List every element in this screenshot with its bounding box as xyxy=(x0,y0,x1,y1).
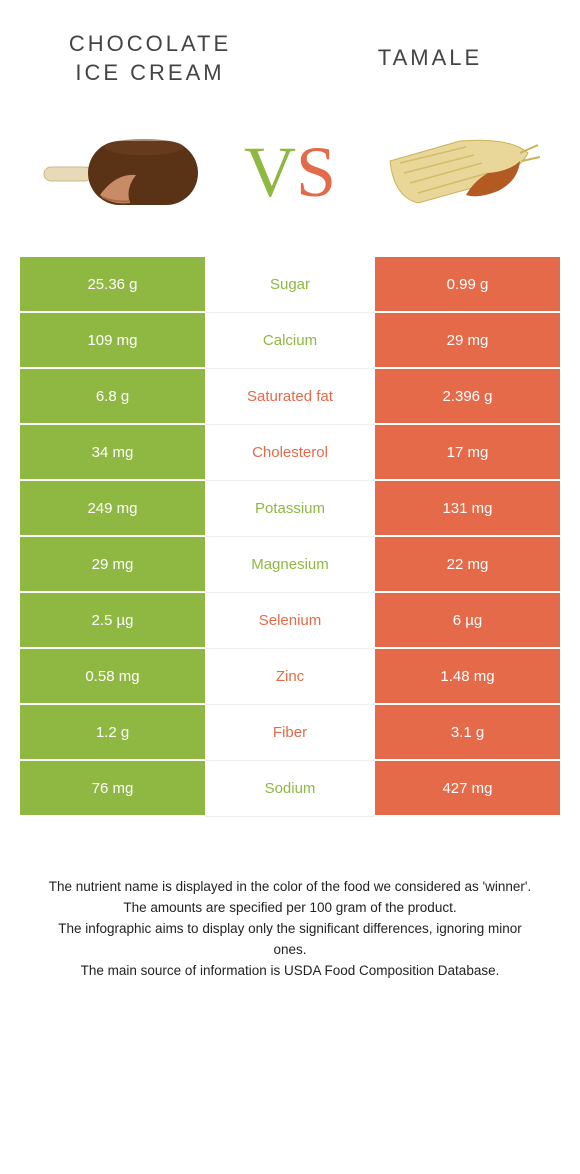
table-row: 109 mgCalcium29 mg xyxy=(20,313,560,369)
cell-right-value: 131 mg xyxy=(375,481,560,537)
footnote-line: The main source of information is USDA F… xyxy=(40,961,540,982)
cell-right-value: 0.99 g xyxy=(375,257,560,313)
cell-left-value: 109 mg xyxy=(20,313,205,369)
table-row: 249 mgPotassium131 mg xyxy=(20,481,560,537)
cell-left-value: 6.8 g xyxy=(20,369,205,425)
title-left: CHOCOLATE ICE CREAM xyxy=(50,30,250,87)
cell-nutrient-label: Potassium xyxy=(205,481,375,537)
cell-right-value: 22 mg xyxy=(375,537,560,593)
vs-label: VS xyxy=(244,136,336,208)
cell-nutrient-label: Calcium xyxy=(205,313,375,369)
cell-nutrient-label: Zinc xyxy=(205,649,375,705)
cell-right-value: 2.396 g xyxy=(375,369,560,425)
table-row: 76 mgSodium427 mg xyxy=(20,761,560,817)
page: CHOCOLATE ICE CREAM TAMALE VS 25.36 g S xyxy=(0,0,580,1012)
cell-left-value: 34 mg xyxy=(20,425,205,481)
cell-nutrient-label: Magnesium xyxy=(205,537,375,593)
table-row: 34 mgCholesterol17 mg xyxy=(20,425,560,481)
cell-left-value: 1.2 g xyxy=(20,705,205,761)
cell-left-value: 29 mg xyxy=(20,537,205,593)
cell-nutrient-label: Selenium xyxy=(205,593,375,649)
cell-right-value: 6 µg xyxy=(375,593,560,649)
title-right: TAMALE xyxy=(330,44,530,73)
cell-right-value: 29 mg xyxy=(375,313,560,369)
cell-nutrient-label: Sodium xyxy=(205,761,375,817)
table-row: 6.8 gSaturated fat2.396 g xyxy=(20,369,560,425)
table-row: 29 mgMagnesium22 mg xyxy=(20,537,560,593)
cell-nutrient-label: Fiber xyxy=(205,705,375,761)
cell-nutrient-label: Cholesterol xyxy=(205,425,375,481)
cell-right-value: 17 mg xyxy=(375,425,560,481)
nutrient-table: 25.36 gSugar0.99 g109 mgCalcium29 mg6.8 … xyxy=(20,257,560,817)
table-row: 2.5 µgSelenium6 µg xyxy=(20,593,560,649)
cell-nutrient-label: Sugar xyxy=(205,257,375,313)
table-row: 25.36 gSugar0.99 g xyxy=(20,257,560,313)
icecream-image xyxy=(40,117,210,227)
table-row: 1.2 gFiber3.1 g xyxy=(20,705,560,761)
cell-left-value: 0.58 mg xyxy=(20,649,205,705)
cell-right-value: 3.1 g xyxy=(375,705,560,761)
table-row: 0.58 mgZinc1.48 mg xyxy=(20,649,560,705)
cell-left-value: 2.5 µg xyxy=(20,593,205,649)
vs-s: S xyxy=(296,136,336,208)
footnote-line: The infographic aims to display only the… xyxy=(40,919,540,961)
footnotes: The nutrient name is displayed in the co… xyxy=(20,817,560,992)
cell-left-value: 249 mg xyxy=(20,481,205,537)
cell-left-value: 25.36 g xyxy=(20,257,205,313)
cell-nutrient-label: Saturated fat xyxy=(205,369,375,425)
footnote-line: The nutrient name is displayed in the co… xyxy=(40,877,540,898)
titles-row: CHOCOLATE ICE CREAM TAMALE xyxy=(20,30,560,97)
tamale-image xyxy=(370,117,540,227)
hero-row: VS xyxy=(20,97,560,257)
cell-right-value: 1.48 mg xyxy=(375,649,560,705)
cell-left-value: 76 mg xyxy=(20,761,205,817)
cell-right-value: 427 mg xyxy=(375,761,560,817)
vs-v: V xyxy=(244,136,296,208)
footnote-line: The amounts are specified per 100 gram o… xyxy=(40,898,540,919)
